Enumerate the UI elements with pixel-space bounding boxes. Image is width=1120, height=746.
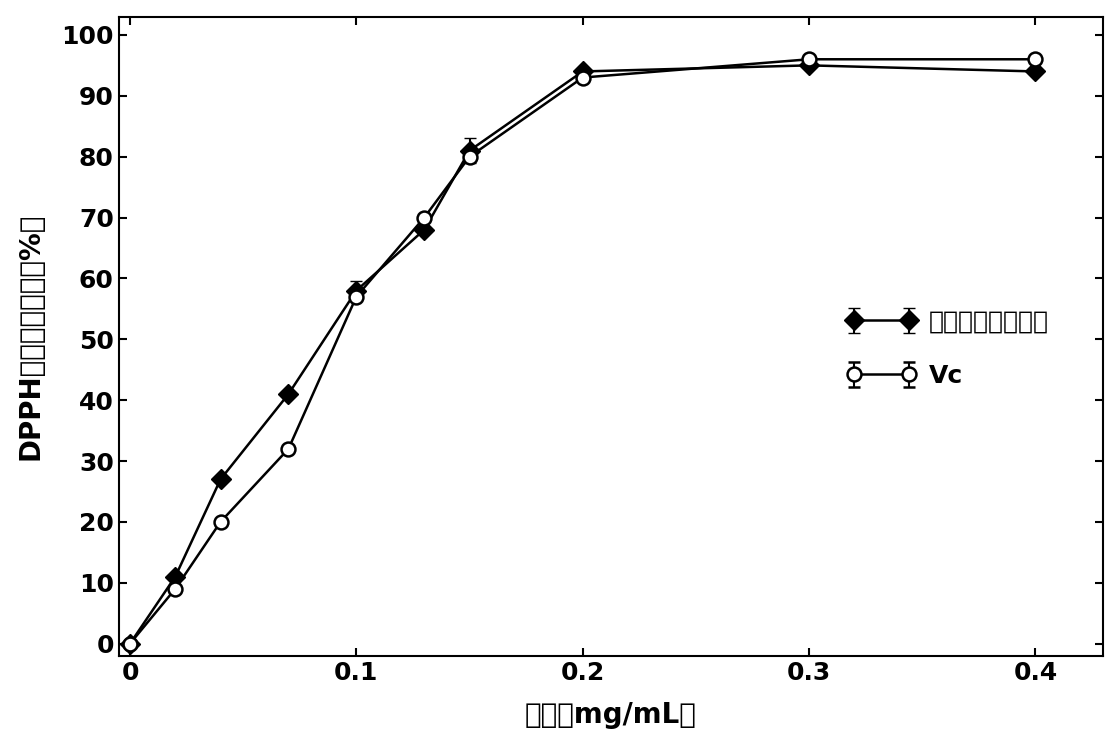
Legend: 龙眼皮渣原花青素, Vc: 龙眼皮渣原花青素, Vc [833, 298, 1062, 401]
Y-axis label: DPPH自由基清除率（%）: DPPH自由基清除率（%） [17, 213, 45, 460]
X-axis label: 浓度（mg/mL）: 浓度（mg/mL） [525, 701, 697, 730]
